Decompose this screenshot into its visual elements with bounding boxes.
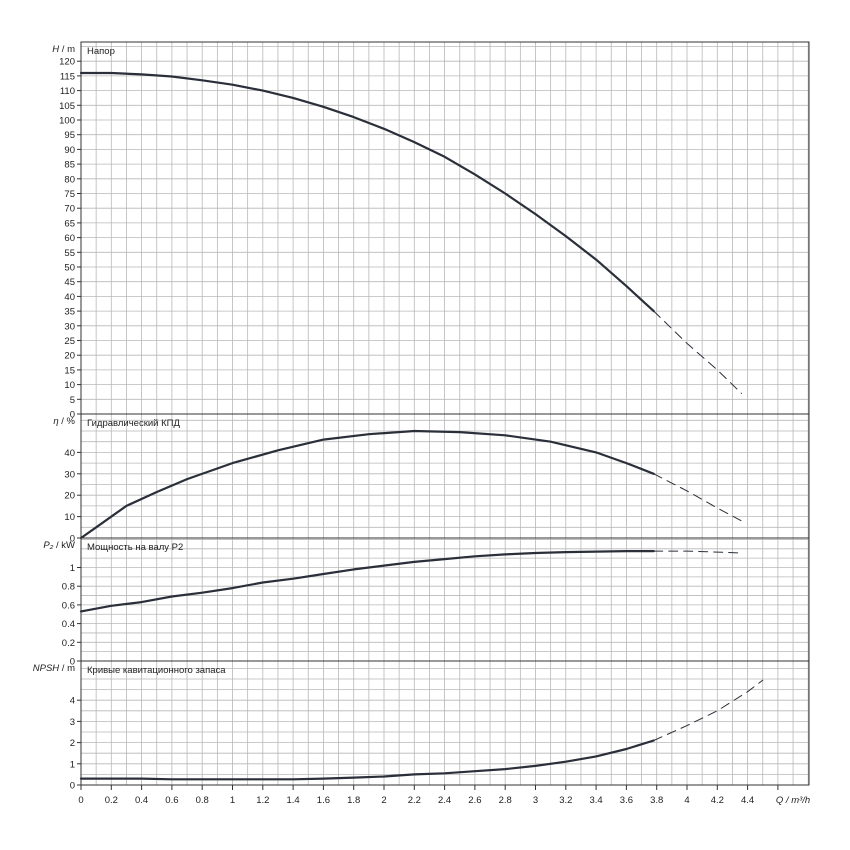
x-tick-label: 1 — [230, 795, 235, 806]
x-tick-label: 0.4 — [135, 795, 148, 806]
y-tick-label: 0 — [70, 410, 75, 421]
y-tick-label: 30 — [64, 321, 75, 332]
y-tick-label: 90 — [64, 145, 75, 156]
y-axis-label-head: H / m — [52, 44, 75, 55]
x-tick-label: 3 — [533, 795, 538, 806]
y-tick-label: 80 — [64, 174, 75, 185]
y-tick-label: 100 — [59, 116, 75, 127]
y-tick-label: 0 — [70, 534, 75, 545]
series-line-efficiency-extrapolated — [653, 473, 742, 522]
panel-title-head: Напор — [87, 46, 115, 57]
x-tick-label: 4.2 — [711, 795, 724, 806]
x-axis-label: Q / m³/h — [776, 795, 810, 806]
series-line-head — [79, 71, 655, 313]
y-tick-label: 35 — [64, 307, 75, 318]
series-line-power-extrapolated — [653, 550, 742, 554]
y-tick-label: 75 — [64, 189, 75, 200]
y-tick-label: 0.2 — [62, 638, 75, 649]
y-tick-label: 10 — [64, 512, 75, 523]
y-tick-label: 0 — [70, 657, 75, 668]
y-tick-label: 45 — [64, 277, 75, 288]
y-tick-label: 110 — [60, 86, 75, 97]
y-tick-label: 40 — [64, 448, 75, 459]
x-tick-label: 1.4 — [286, 795, 299, 806]
y-tick-label: 3 — [70, 717, 75, 728]
y-tick-label: 120 — [59, 57, 75, 68]
y-tick-label: 15 — [64, 365, 75, 376]
y-tick-label: 85 — [64, 160, 75, 171]
panel-title-npsh: Кривые кавитационного запаса — [87, 665, 226, 676]
y-axis-label-npsh: NPSH / m — [33, 663, 75, 674]
y-tick-label: 105 — [59, 101, 75, 112]
series-line-head-extrapolated — [653, 310, 742, 394]
y-axis-label-power: P₂ / kW — [43, 540, 75, 551]
x-tick-label: 2 — [381, 795, 386, 806]
y-tick-label: 50 — [64, 263, 75, 274]
x-tick-label: 1.6 — [317, 795, 330, 806]
y-tick-label: 95 — [64, 130, 75, 141]
x-tick-label: 3.4 — [589, 795, 602, 806]
x-tick-label: 1.2 — [256, 795, 269, 806]
y-tick-label: 20 — [64, 491, 75, 502]
series-line-efficiency — [79, 429, 655, 540]
y-tick-label: 0.4 — [62, 619, 75, 630]
y-tick-label: 2 — [70, 738, 75, 749]
series-line-npsh — [79, 739, 655, 781]
y-tick-label: 0.8 — [62, 582, 75, 593]
x-tick-label: 3.2 — [559, 795, 572, 806]
x-tick-label: 2.4 — [438, 795, 451, 806]
y-tick-label: 1 — [70, 759, 75, 770]
panel-title-power: Мощность на валу P2 — [87, 542, 183, 553]
y-tick-label: 20 — [64, 351, 75, 362]
y-tick-label: 0.6 — [62, 600, 75, 611]
y-tick-label: 10 — [64, 380, 75, 391]
y-tick-label: 30 — [64, 469, 75, 480]
x-tick-label: 2.8 — [499, 795, 512, 806]
x-tick-label: 3.6 — [620, 795, 633, 806]
y-tick-label: 55 — [64, 248, 75, 259]
x-tick-label: 0.6 — [165, 795, 178, 806]
x-tick-label: 3.8 — [650, 795, 663, 806]
x-tick-label: 0 — [78, 795, 83, 806]
y-tick-label: 25 — [64, 336, 75, 347]
y-tick-label: 65 — [64, 218, 75, 229]
y-tick-label: 40 — [64, 292, 75, 303]
y-tick-label: 70 — [64, 204, 75, 215]
y-tick-label: 115 — [60, 71, 75, 82]
y-tick-label: 0 — [70, 781, 75, 792]
panel-title-efficiency: Гидравлический КПД — [87, 418, 180, 429]
x-tick-label: 0.8 — [196, 795, 209, 806]
y-tick-label: 60 — [64, 233, 75, 244]
series-line-power — [79, 550, 655, 613]
series-line-npsh-extrapolated — [653, 679, 764, 741]
y-tick-label: 5 — [70, 395, 75, 406]
y-axis-label-efficiency: η / % — [53, 416, 75, 427]
x-tick-label: 4.4 — [741, 795, 754, 806]
x-tick-label: 2.2 — [408, 795, 421, 806]
x-tick-label: 0.2 — [105, 795, 118, 806]
x-tick-label: 2.6 — [468, 795, 481, 806]
y-tick-label: 1 — [70, 563, 75, 574]
x-tick-label: 4 — [684, 795, 689, 806]
x-tick-label: 1.8 — [347, 795, 360, 806]
y-tick-label: 4 — [70, 696, 75, 707]
